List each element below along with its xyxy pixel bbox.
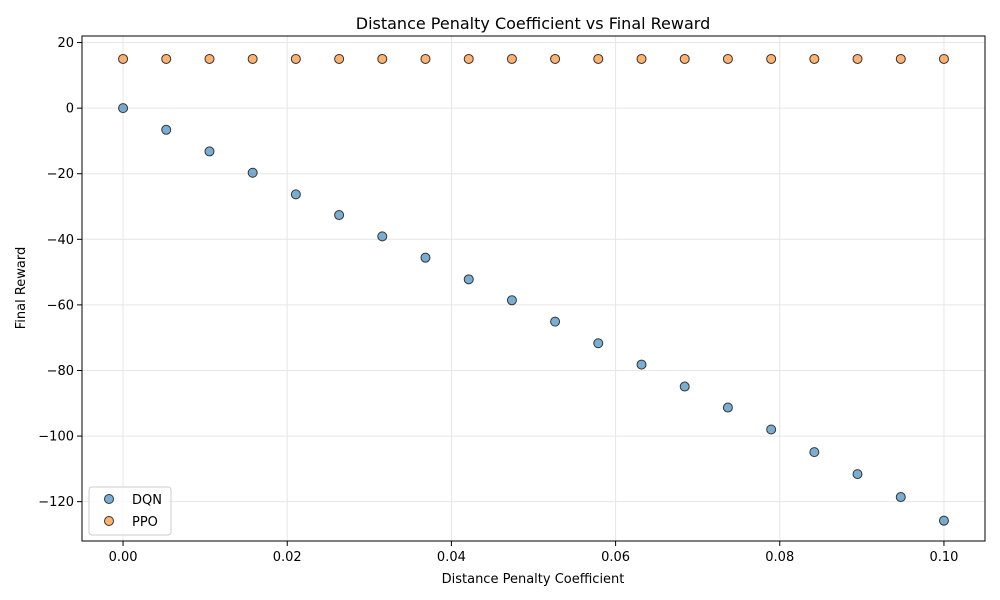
- ppo-point: [550, 53, 561, 64]
- y-tick-label: −100: [38, 430, 74, 445]
- ppo-point: [161, 53, 172, 64]
- ppo-point: [636, 53, 647, 64]
- ppo-point: [722, 53, 733, 64]
- y-tick-label: 20: [57, 36, 74, 51]
- grid-lines: [82, 36, 985, 541]
- y-tick-label: 0: [66, 102, 74, 117]
- dqn-point: [938, 515, 949, 526]
- dqn-point: [290, 189, 301, 200]
- y-tick-label: −60: [47, 298, 74, 313]
- plot-frame: [81, 35, 986, 542]
- ppo-point: [938, 53, 949, 64]
- y-tick-label: −40: [47, 233, 74, 248]
- x-tick-label: 0.08: [765, 550, 794, 565]
- dqn-point: [895, 492, 906, 503]
- ppo-point: [463, 53, 474, 64]
- ppo-point: [506, 53, 517, 64]
- y-tick-label: −120: [38, 495, 74, 510]
- series-ppo: [118, 53, 949, 64]
- ppo-point: [118, 53, 129, 64]
- data-points: [118, 53, 949, 526]
- legend-label-ppo: PPO: [132, 515, 158, 530]
- dqn-point: [550, 316, 561, 327]
- dqn-point: [463, 274, 474, 285]
- ppo-point: [377, 53, 388, 64]
- dqn-point: [809, 447, 820, 458]
- dqn-point: [377, 231, 388, 242]
- ppo-point: [334, 53, 345, 64]
- y-tick-label: −20: [47, 167, 74, 182]
- x-tick-label: 0.06: [601, 550, 630, 565]
- x-tick-label: 0.00: [109, 550, 138, 565]
- ppo-point: [766, 53, 777, 64]
- x-tick-label: 0.04: [437, 550, 466, 565]
- ppo-point: [204, 53, 215, 64]
- y-axis-ticks: −120 −100 −80 −60 −40 −20 0 20: [38, 36, 82, 510]
- dqn-point: [636, 359, 647, 370]
- legend-marker-dqn: [104, 494, 114, 504]
- ppo-point: [593, 53, 604, 64]
- dqn-point: [722, 402, 733, 413]
- legend: DQN PPO: [88, 486, 172, 536]
- dqn-point: [766, 424, 777, 435]
- ppo-point: [290, 53, 301, 64]
- dqn-point: [593, 338, 604, 349]
- dqn-point: [247, 167, 258, 178]
- legend-marker-ppo: [104, 516, 114, 526]
- dqn-point: [161, 124, 172, 135]
- x-axis-label: Distance Penalty Coefficient: [442, 572, 625, 587]
- dqn-point: [420, 252, 431, 263]
- y-axis-label: Final Reward: [14, 247, 29, 330]
- x-tick-label: 0.10: [929, 550, 958, 565]
- ppo-point: [247, 53, 258, 64]
- dqn-point: [679, 381, 690, 392]
- dqn-point: [334, 210, 345, 221]
- ppo-point: [420, 53, 431, 64]
- ppo-point: [895, 53, 906, 64]
- x-axis-ticks: 0.00 0.02 0.04 0.06 0.08 0.10: [109, 541, 958, 565]
- x-tick-label: 0.02: [273, 550, 302, 565]
- dqn-point: [506, 295, 517, 306]
- dqn-point: [204, 146, 215, 157]
- y-tick-label: −80: [47, 364, 74, 379]
- series-dqn: [118, 103, 949, 526]
- chart-title: Distance Penalty Coefficient vs Final Re…: [356, 14, 710, 33]
- dqn-point: [852, 469, 863, 480]
- ppo-point: [679, 53, 690, 64]
- legend-label-dqn: DQN: [132, 493, 162, 508]
- ppo-point: [809, 53, 820, 64]
- ppo-point: [852, 53, 863, 64]
- dqn-point: [118, 103, 129, 114]
